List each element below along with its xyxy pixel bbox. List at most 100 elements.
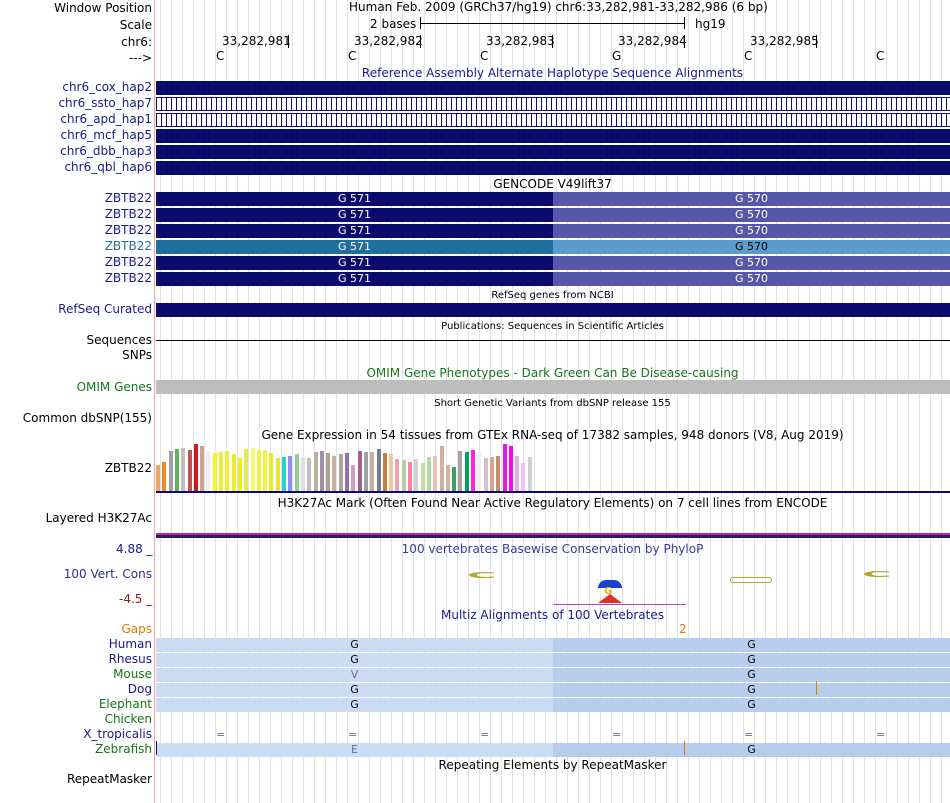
gaps-label[interactable]: Gaps [121, 622, 152, 636]
gtex-tissue-bar[interactable] [515, 456, 520, 491]
gtex-tissue-bar[interactable] [521, 463, 526, 491]
gtex-tissue-bar[interactable] [174, 449, 179, 491]
gtex-tissue-bar[interactable] [414, 459, 419, 491]
gtex-tissue-bar[interactable] [244, 449, 249, 491]
refseq-label[interactable]: RefSeq Curated [58, 302, 152, 316]
gencode-exon-right[interactable]: G 570 [553, 240, 950, 254]
gtex-tissue-bar[interactable] [351, 465, 356, 491]
gtex-tissue-bar[interactable] [200, 446, 205, 491]
gtex-tissue-bar[interactable] [181, 448, 186, 491]
gencode-exon-left[interactable]: G 571 [156, 272, 553, 286]
alt-haplotype-label[interactable]: chr6_apd_hap1 [60, 112, 152, 126]
gtex-tissue-bar[interactable] [338, 454, 343, 491]
gtex-tissue-bar[interactable] [439, 446, 444, 491]
gtex-tissue-bar[interactable] [212, 453, 217, 491]
gtex-tissue-bar[interactable] [282, 457, 286, 491]
multiz-block-left[interactable] [156, 713, 553, 727]
multiz-block-left[interactable]: V [156, 668, 553, 682]
gtex-tissue-bar[interactable] [357, 451, 362, 491]
gtex-tissue-bar[interactable] [458, 451, 463, 491]
gtex-tissue-bar[interactable] [168, 451, 173, 491]
gencode-gene-label[interactable]: ZBTB22 [104, 239, 152, 253]
gencode-exon-right[interactable]: G 570 [553, 256, 950, 270]
gtex-tissue-bar[interactable] [376, 449, 381, 491]
gtex-tissue-bar[interactable] [408, 462, 412, 491]
gtex-tissue-bar[interactable] [219, 452, 223, 491]
gtex-tissue-bar[interactable] [206, 451, 211, 491]
gtex-tissue-bar[interactable] [395, 459, 400, 491]
gtex-tissue-bar[interactable] [313, 452, 318, 491]
alt-haplotype-label[interactable]: chr6_qbl_hap6 [64, 160, 152, 174]
strand-arrow-label[interactable]: ---> [128, 51, 152, 65]
gtex-tissue-bar[interactable] [489, 457, 494, 491]
gtex-tissue-bar[interactable] [382, 453, 387, 491]
gtex-tissue-bar[interactable] [445, 465, 450, 491]
gtex-tissue-bar[interactable] [288, 456, 293, 491]
gtex-tissue-bar[interactable] [225, 451, 230, 491]
gtex-tissue-bar[interactable] [420, 463, 425, 491]
gtex-tissue-bar[interactable] [363, 452, 368, 491]
multiz-species-label[interactable]: Mouse [113, 667, 152, 681]
alt-haplotype-feature[interactable] [156, 97, 950, 111]
gencode-exon-left[interactable]: G 571 [156, 208, 553, 222]
gtex-label[interactable]: ZBTB22 [104, 461, 152, 475]
gtex-tissue-bar[interactable] [162, 462, 167, 491]
gencode-gene-label[interactable]: ZBTB22 [104, 191, 152, 205]
gtex-tissue-bar[interactable] [319, 451, 324, 491]
multiz-block-left[interactable]: G [156, 638, 553, 652]
gtex-tissue-bar[interactable] [527, 457, 532, 491]
gtex-tissue-bar[interactable] [508, 446, 513, 491]
multiz-block-right[interactable]: G [553, 683, 950, 697]
multiz-species-label[interactable]: Zebrafish [95, 742, 152, 756]
gtex-tissue-bar[interactable] [483, 458, 488, 491]
multiz-block-right[interactable] [553, 713, 950, 727]
gencode-exon-right[interactable]: G 570 [553, 208, 950, 222]
gtex-tissue-bar[interactable] [452, 467, 457, 491]
gtex-tissue-bar[interactable] [401, 460, 406, 491]
alt-haplotype-feature[interactable] [156, 81, 950, 95]
gtex-tissue-bar[interactable] [156, 465, 160, 491]
multiz-block-right[interactable]: G [553, 743, 950, 757]
gtex-tissue-bar[interactable] [231, 454, 236, 491]
gtex-tissue-bar[interactable] [275, 458, 280, 491]
alt-haplotype-feature[interactable] [156, 145, 950, 159]
multiz-block-left[interactable]: G [156, 698, 553, 712]
refseq-feature[interactable] [156, 303, 950, 317]
gencode-gene-label[interactable]: ZBTB22 [104, 271, 152, 285]
gencode-exon-right[interactable]: G 570 [553, 192, 950, 206]
alt-haplotype-label[interactable]: chr6_dbb_hap3 [60, 144, 152, 158]
dbsnp-label[interactable]: Common dbSNP(155) [22, 411, 152, 425]
gtex-tissue-bar[interactable] [263, 450, 268, 491]
gtex-tissue-bar[interactable] [237, 458, 242, 491]
gtex-tissue-bar[interactable] [389, 454, 394, 491]
alt-haplotype-feature[interactable] [156, 113, 950, 127]
multiz-species-label[interactable]: Rhesus [108, 652, 152, 666]
gencode-exon-left[interactable]: G 571 [156, 192, 553, 206]
gencode-exon-left[interactable]: G 571 [156, 256, 553, 270]
gtex-tissue-bar[interactable] [502, 444, 507, 491]
gtex-tissue-bar[interactable] [326, 453, 331, 491]
gencode-gene-label[interactable]: ZBTB22 [104, 255, 152, 269]
h3k27ac-label[interactable]: Layered H3K27Ac [45, 511, 152, 525]
gencode-exon-left[interactable]: G 571 [156, 240, 553, 254]
multiz-block-right[interactable]: G [553, 668, 950, 682]
multiz-species-label[interactable]: X_tropicalis [83, 727, 152, 741]
gtex-tissue-bar[interactable] [345, 453, 349, 491]
gencode-exon-left[interactable]: G 571 [156, 224, 553, 238]
multiz-block-right[interactable]: G [553, 653, 950, 667]
alt-haplotype-label[interactable]: chr6_ssto_hap7 [58, 96, 152, 110]
multiz-species-label[interactable]: Dog [127, 682, 152, 696]
gtex-tissue-bar[interactable] [332, 456, 337, 491]
alt-haplotype-label[interactable]: chr6_cox_hap2 [62, 80, 152, 94]
omim-label[interactable]: OMIM Genes [76, 380, 152, 394]
multiz-species-label[interactable]: Human [108, 637, 152, 651]
alt-haplotype-label[interactable]: chr6_mcf_hap5 [60, 128, 153, 142]
gtex-tissue-bar[interactable] [307, 458, 312, 491]
gencode-gene-label[interactable]: ZBTB22 [104, 207, 152, 221]
gencode-exon-right[interactable]: G 570 [553, 272, 950, 286]
alt-haplotype-feature[interactable] [156, 161, 950, 175]
multiz-species-label[interactable]: Elephant [98, 697, 152, 711]
gtex-tissue-bar[interactable] [433, 456, 438, 491]
gtex-tissue-bar[interactable] [426, 457, 431, 491]
gencode-exon-right[interactable]: G 570 [553, 224, 950, 238]
